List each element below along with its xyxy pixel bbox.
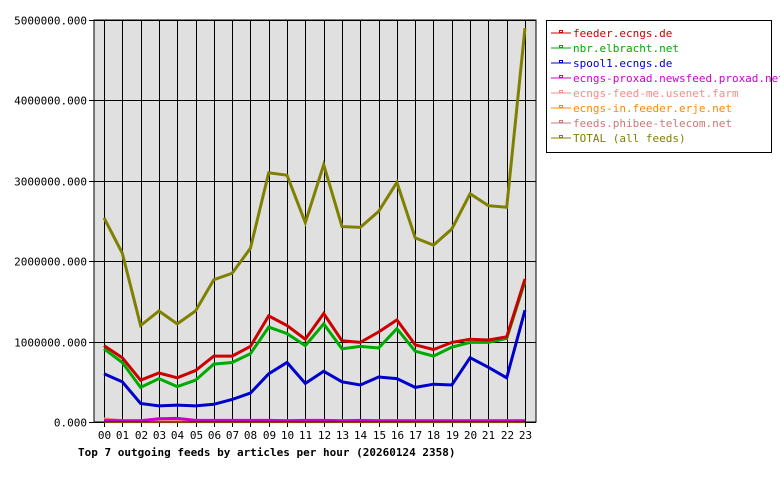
y-tick-label: 4000000.000 (14, 95, 87, 108)
legend-item: spool1.ecngs.de (551, 57, 672, 70)
legend-item: nbr.elbracht.net (551, 42, 679, 55)
legend-marker-icon (559, 30, 563, 33)
y-tick-label: 3000000.000 (14, 176, 87, 189)
legend-item: TOTAL (all feeds) (551, 132, 686, 145)
x-tick-label: 06 (208, 429, 221, 442)
x-tick-label: 21 (482, 429, 495, 442)
y-tick-label: 2000000.000 (14, 256, 87, 269)
plot-border (93, 19, 537, 423)
y-axis: 0.000 1000000.000 2000000.000 3000000.000 40… (14, 15, 94, 430)
legend: feeder.ecngs.de nbr.elbracht.net spool1.ec… (546, 20, 780, 153)
legend-marker-icon (559, 90, 563, 93)
legend-label: spool1.ecngs.de (573, 57, 672, 70)
x-tick-label: 11 (299, 429, 312, 442)
x-tick-label: 14 (354, 429, 368, 442)
x-tick-label: 10 (281, 429, 294, 442)
x-tick-label: 13 (336, 429, 349, 442)
plot-area (94, 20, 536, 422)
series-line-0 (103, 278, 527, 382)
series-line-2 (103, 309, 527, 408)
chart-title: Top 7 outgoing feeds by articles per hou… (78, 446, 456, 459)
x-tick-label: 16 (391, 429, 404, 442)
legend-marker-icon (559, 45, 563, 48)
x-tick-label: 05 (190, 429, 203, 442)
legend-label: feeds.phibee-telecom.net (573, 117, 732, 130)
legend-item: feeds.phibee-telecom.net (551, 117, 732, 130)
x-tick-label: 07 (226, 429, 239, 442)
legend-marker-icon (559, 120, 563, 123)
legend-item: ecngs-feed-me.usenet.farm (551, 87, 739, 100)
legend-marker-icon (559, 105, 563, 108)
x-tick-label: 01 (116, 429, 129, 442)
x-tick-label: 04 (171, 429, 185, 442)
x-tick-label: 22 (501, 429, 514, 442)
legend-label: feeder.ecngs.de (573, 27, 672, 40)
x-tick-label: 12 (318, 429, 331, 442)
x-tick-label: 00 (98, 429, 111, 442)
x-axis: 00 01 02 03 04 05 06 07 08 09 10 11 12 13 14 15 16 17 18 19… (98, 422, 532, 442)
x-tick-label: 08 (244, 429, 257, 442)
x-tick-label: 02 (135, 429, 148, 442)
x-tick-label: 19 (446, 429, 459, 442)
legend-item: ecngs-in.feeder.erje.net (551, 102, 732, 115)
x-tick-label: 09 (263, 429, 276, 442)
y-tick-label: 5000000.000 (14, 15, 87, 28)
legend-item: ecngs-proxad.newsfeed.proxad.net (551, 72, 780, 85)
legend-item: feeder.ecngs.de (551, 27, 672, 40)
series-line-7 (102, 27, 527, 329)
legend-marker-icon (559, 75, 563, 78)
x-tick-label: 03 (153, 429, 166, 442)
y-tick-label: 0.000 (54, 417, 87, 430)
legend-label: ecngs-in.feeder.erje.net (573, 102, 732, 115)
series-line-1 (103, 280, 527, 390)
legend-label: ecngs-feed-me.usenet.farm (573, 87, 739, 100)
legend-marker-icon (559, 135, 563, 138)
x-tick-label: 17 (409, 429, 422, 442)
y-tick-label: 1000000.000 (14, 337, 87, 350)
x-tick-label: 15 (373, 429, 386, 442)
x-tick-label: 23 (519, 429, 532, 442)
series-line-3 (103, 416, 525, 423)
legend-label: nbr.elbracht.net (573, 42, 679, 55)
legend-box (546, 20, 772, 153)
x-tick-label: 18 (427, 429, 440, 442)
legend-label: TOTAL (all feeds) (573, 132, 686, 145)
legend-label: ecngs-proxad.newsfeed.proxad.net (573, 72, 780, 85)
legend-marker-icon (559, 60, 563, 63)
x-tick-label: 20 (464, 429, 477, 442)
